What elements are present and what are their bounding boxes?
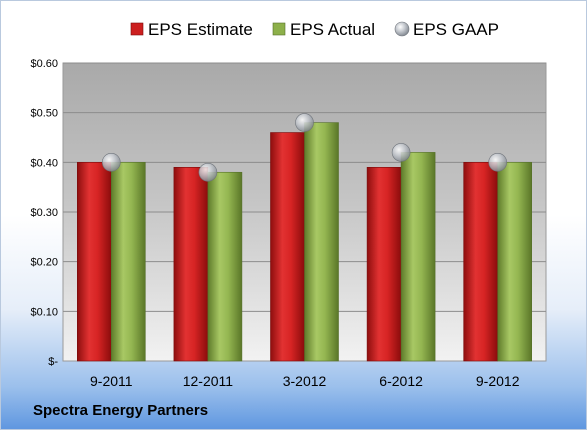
gaap-marker (488, 153, 508, 172)
bar-eps-actual (207, 171, 243, 362)
bar-eps-estimate (270, 132, 305, 362)
bar-eps-actual (304, 122, 339, 362)
company-name: Spectra Energy Partners (33, 402, 209, 419)
y-tick-label: $0.10 (30, 306, 58, 318)
gaap-markers (102, 113, 508, 182)
y-axis-ticks: $- $0.10 $0.20 $0.30 $0.40 $0.50 $0.60 (30, 58, 58, 368)
bar-eps-estimate (366, 167, 402, 362)
y-tick-label: $0.50 (30, 108, 58, 120)
bars (77, 122, 533, 362)
legend-label: EPS Actual (290, 20, 375, 39)
y-tick-label: $0.60 (30, 58, 58, 70)
x-tick-label: 9-2011 (90, 373, 133, 389)
bar-eps-actual (400, 152, 436, 362)
bar-eps-estimate (173, 167, 209, 362)
bar-eps-estimate (463, 162, 499, 362)
x-tick-label: 12-2011 (183, 373, 234, 389)
bar-eps-estimate (77, 162, 112, 362)
y-tick-label: $0.30 (30, 207, 58, 219)
gaap-marker (102, 153, 121, 172)
legend: EPS Estimate EPS Actual EPS GAAP (130, 20, 499, 39)
y-tick-label: $- (48, 356, 58, 368)
legend-swatch (130, 22, 144, 36)
gaap-marker (295, 113, 314, 132)
bar-eps-actual (497, 162, 533, 362)
legend-label: EPS GAAP (413, 20, 499, 39)
legend-swatch (394, 21, 410, 37)
x-tick-label: 9-2012 (476, 373, 520, 389)
legend-swatch (272, 22, 286, 36)
x-tick-label: 3-2012 (283, 373, 327, 389)
y-tick-label: $0.40 (30, 157, 58, 169)
x-axis-ticks: 9-2011 12-2011 3-2012 6-2012 9-2012 (90, 373, 520, 389)
bar-eps-actual (111, 162, 146, 362)
x-tick-label: 6-2012 (379, 373, 423, 389)
y-tick-label: $0.20 (30, 257, 58, 269)
gaap-marker (198, 162, 218, 182)
legend-label: EPS Estimate (148, 20, 253, 39)
gaap-marker (391, 143, 411, 162)
